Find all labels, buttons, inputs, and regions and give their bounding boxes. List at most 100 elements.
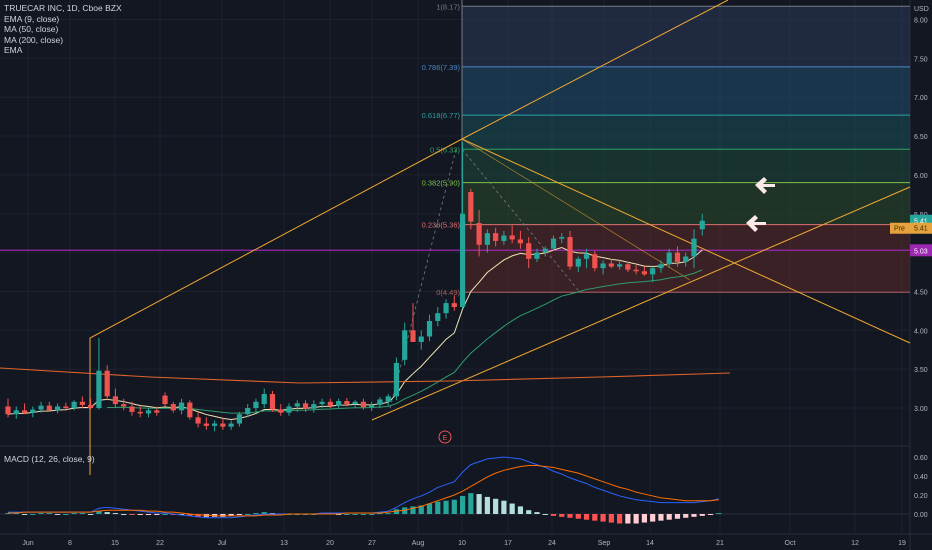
date-tick: 24 (548, 540, 556, 547)
macd-histogram-bar (88, 514, 94, 515)
fib-label: 1(8.17) (436, 2, 460, 11)
fib-anchor-dash (389, 149, 457, 409)
candle-body (567, 237, 573, 267)
macd-histogram-bar (418, 505, 424, 514)
candle-body (699, 220, 705, 230)
fib-label: 0.236(5.36) (422, 221, 461, 230)
macd-histogram-bar (509, 503, 515, 514)
candle-body (352, 401, 358, 405)
arrow-marker (746, 215, 766, 232)
candle-body (550, 238, 557, 249)
macd-histogram-bar (410, 506, 416, 514)
candle-body (112, 396, 119, 405)
macd-histogram-bar (121, 514, 127, 515)
candle-body (344, 401, 350, 405)
candle-body (468, 191, 474, 222)
candle-body (54, 406, 61, 411)
fib-fan-line (461, 138, 691, 281)
legend-ema[interactable]: EMA (4, 45, 23, 55)
candle-body (212, 423, 218, 426)
date-tick: 10 (458, 540, 466, 547)
candle-body (402, 330, 408, 360)
candle-body (228, 423, 234, 427)
macd-histogram-bar (435, 501, 441, 514)
macd-histogram-bar (63, 514, 69, 515)
candle-body (30, 409, 36, 413)
macd-histogram-bar (484, 496, 490, 514)
macd-histogram-bar (54, 514, 61, 515)
legend-ma200[interactable]: MA (200, close) (4, 34, 64, 45)
candle-body (617, 264, 623, 267)
fib-label: 0.786(7.39) (422, 63, 461, 72)
candle-body (253, 401, 259, 408)
macd-legend[interactable]: MACD (12, 26, close, 9) (4, 454, 95, 464)
macd-histogram-bar (443, 500, 449, 514)
candle-body (459, 213, 466, 307)
macd-histogram-bar (96, 511, 102, 514)
candle-body (162, 395, 168, 405)
earnings-label: E (443, 435, 448, 442)
price-tick: 4.50 (914, 289, 928, 296)
legend-ema9[interactable]: EMA (9, close) (4, 13, 60, 24)
line-price-badge (910, 244, 932, 257)
candle-body (178, 402, 185, 411)
candle-body (542, 248, 548, 253)
date-tick: Jul (218, 540, 227, 547)
arrow-marker (755, 177, 775, 194)
candle-body (517, 239, 524, 244)
candle-body (534, 252, 540, 259)
price-tick: 8.00 (914, 18, 928, 25)
candle-body (88, 404, 94, 408)
descending-trendline (461, 138, 911, 344)
macd-histogram-bar (426, 503, 433, 514)
ma50-line (107, 269, 703, 414)
macd-histogram-bar (575, 514, 581, 519)
signal-line (8, 465, 719, 517)
macd-histogram-bar (451, 499, 457, 514)
indicator-legend: TRUECAR INC, 1D, Cboe BZX EMA (9, close)… (4, 3, 122, 56)
macd-histogram-bar (162, 514, 168, 515)
price-tick: 6.00 (914, 173, 928, 180)
date-tick: 12 (851, 540, 859, 547)
macd-histogram-bar (666, 514, 672, 520)
macd-histogram-bar (137, 514, 143, 515)
macd-histogram-bar (493, 498, 499, 514)
pre-value: 5.41 (914, 226, 928, 233)
macd-histogram-bar (550, 514, 557, 516)
macd-histogram-bar (600, 514, 606, 522)
macd-tick: 0.20 (914, 493, 928, 500)
symbol-title[interactable]: TRUECAR INC, 1D, Cboe BZX (4, 3, 122, 13)
macd-histogram-bar (592, 514, 598, 521)
candle-body (79, 401, 85, 405)
macd-histogram-bar (38, 513, 44, 515)
price-tick: 3.50 (914, 367, 928, 374)
date-tick: Aug (412, 540, 425, 547)
date-tick: 22 (156, 540, 164, 547)
candle-body (592, 254, 598, 269)
candle-body (658, 264, 664, 269)
fib-label: 0.5(6.33) (430, 145, 461, 154)
macd-histogram-bar (633, 514, 639, 524)
candle-body (633, 269, 639, 272)
legend-ma50[interactable]: MA (50, close) (4, 24, 59, 34)
macd-histogram-bar (641, 514, 648, 523)
pre-price-badge (890, 222, 932, 234)
candle-body (319, 401, 325, 405)
macd-histogram-bar (253, 513, 259, 515)
macd-histogram-bar (344, 514, 350, 515)
macd-histogram-bar (129, 514, 135, 515)
macd-histogram-bar (617, 514, 623, 524)
candle-body (443, 303, 449, 314)
fib-zone (462, 6, 910, 67)
macd-histogram-bar (46, 513, 52, 515)
fib-zone (462, 149, 910, 183)
macd-histogram-bar (112, 513, 119, 515)
candle-body (104, 370, 110, 397)
date-tick: 8 (68, 540, 72, 547)
macd-histogram-bar (468, 493, 474, 514)
candle-body (21, 410, 28, 413)
candle-body (650, 268, 656, 275)
candle-body (327, 401, 333, 406)
fib-label: 0(4.49) (436, 288, 460, 297)
